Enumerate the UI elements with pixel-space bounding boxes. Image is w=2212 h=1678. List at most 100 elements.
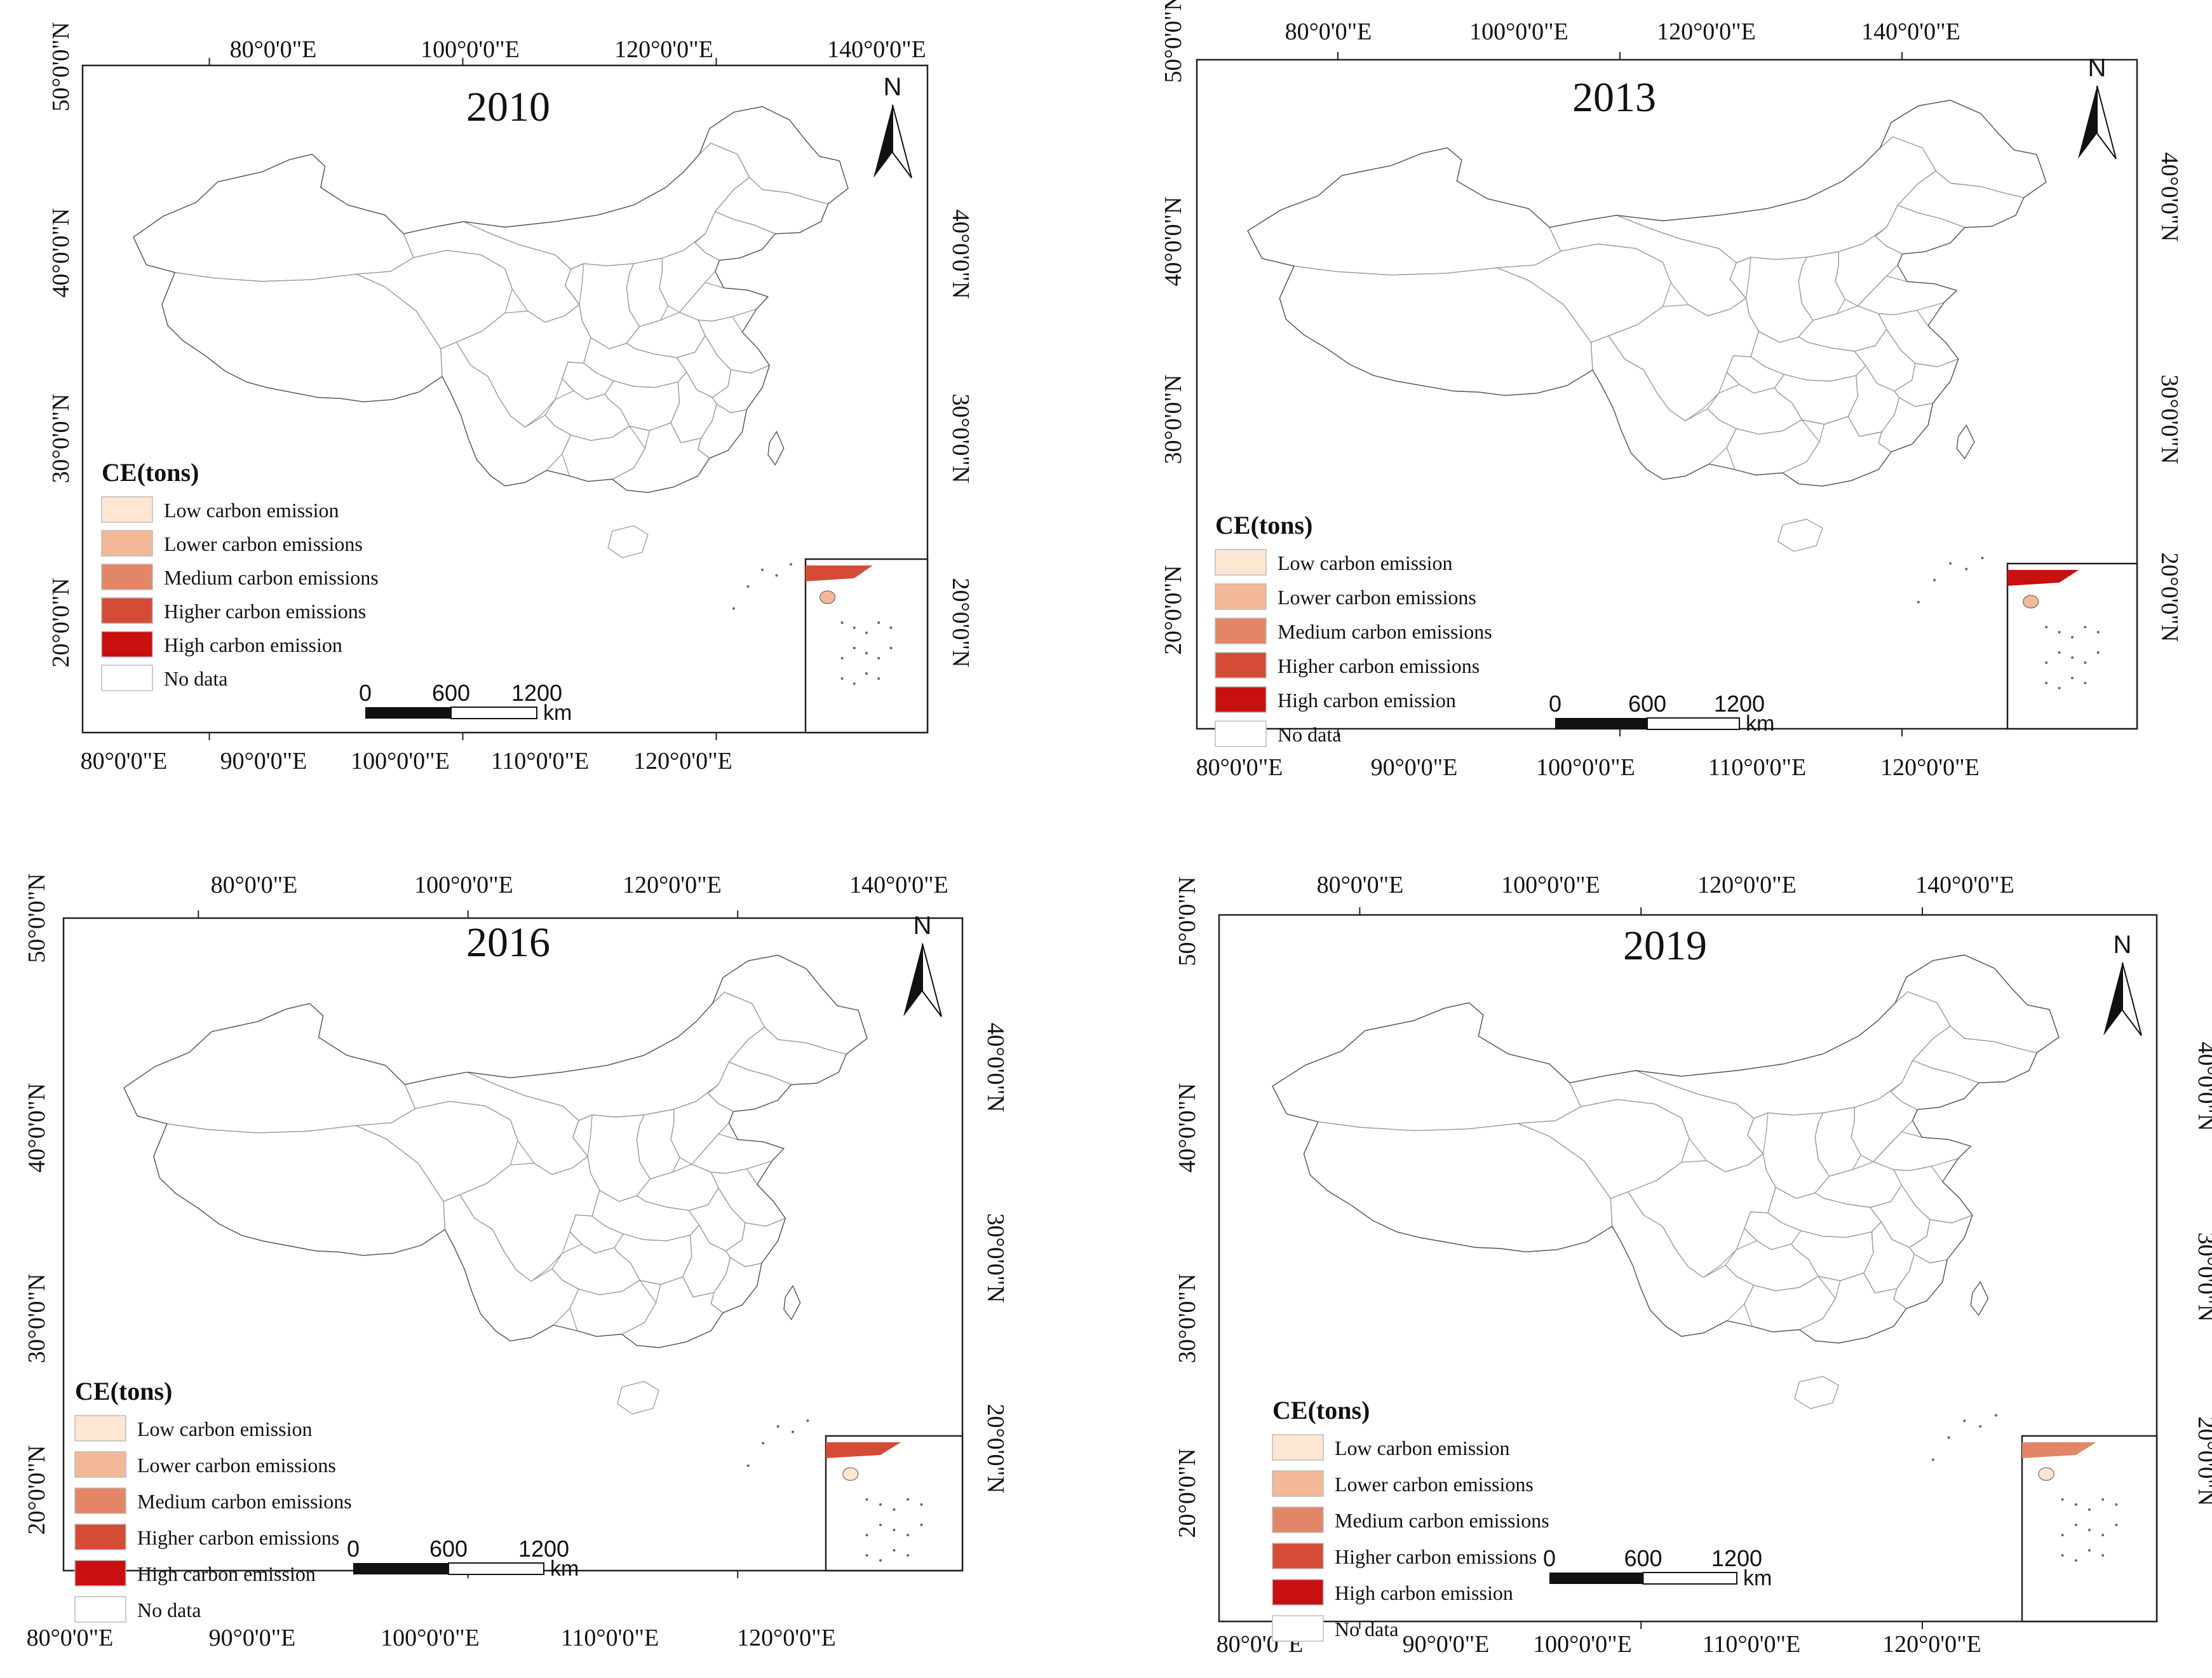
left-latitude-label: 50°0'0"N: [48, 22, 74, 112]
province-hainan: [1794, 1376, 1840, 1409]
inset-island: [2061, 1554, 2064, 1557]
scale-tick-label: 0: [347, 1536, 360, 1562]
scale-tick-label: 0: [1549, 691, 1561, 717]
inset-island: [2096, 631, 2100, 633]
south-china-sea-inset: [2006, 562, 2138, 730]
legend-swatch-higher: [1272, 1543, 1324, 1569]
scale-bar-white: [1647, 717, 1740, 730]
top-longitude-label: 100°0'0"E: [1469, 18, 1568, 45]
taiwan-outline: [1956, 424, 1975, 459]
inset-island: [2074, 1503, 2077, 1506]
legend-swatch-higher: [101, 597, 153, 624]
north-arrow-icon: [922, 943, 942, 1017]
left-latitude-label: 20°0'0"N: [48, 578, 74, 668]
bottom-longitude-label: 110°0'0"E: [491, 748, 589, 775]
right-latitude-label: 40°0'0"N: [2193, 1042, 2212, 1132]
inset-island: [2084, 682, 2087, 684]
taiwan-outline: [1970, 1281, 1989, 1316]
scale-bar-black: [1549, 1573, 1643, 1584]
right-latitude-label: 30°0'0"N: [947, 394, 974, 484]
scale-unit-label: km: [1746, 712, 1774, 736]
inset-island: [853, 626, 856, 629]
left-latitude-label: 40°0'0"N: [24, 1083, 50, 1173]
island-dot: [1981, 557, 1984, 560]
scale-tick-label: 1200: [1711, 1545, 1762, 1571]
inset-island: [2061, 1534, 2064, 1536]
inset-island: [907, 1554, 909, 1557]
legend-swatch-low: [1272, 1434, 1324, 1461]
legend-swatch-medium: [1215, 618, 1267, 644]
inset-island: [2084, 626, 2087, 628]
legend-label-lower: Lower carbon emissions: [1335, 1473, 1534, 1496]
inset-island: [840, 657, 844, 660]
top-longitude-label: 120°0'0"E: [1657, 18, 1756, 45]
legend-label-low: Low carbon emission: [164, 499, 339, 522]
top-longitude-label: 80°0'0"E: [1285, 18, 1372, 45]
island-dot: [806, 1419, 809, 1423]
top-longitude-label: 80°0'0"E: [230, 36, 317, 63]
inset-island: [2074, 1559, 2077, 1562]
scale-tick-label: 0: [1543, 1545, 1556, 1571]
legend-swatch-low: [1215, 549, 1267, 576]
province-hainan: [1777, 518, 1823, 552]
right-latitude-label: 20°0'0"N: [2193, 1417, 2212, 1506]
island-dot: [1933, 579, 1936, 581]
island-dot: [790, 563, 792, 566]
inset-island: [907, 1498, 909, 1501]
legend-label-medium: Medium carbon emissions: [137, 1490, 352, 1513]
legend-swatch-higher: [1215, 652, 1267, 679]
legend-swatch-high: [101, 631, 153, 658]
bottom-longitude-label: 110°0'0"E: [1703, 1631, 1800, 1658]
legend-label-high: High carbon emission: [164, 633, 342, 656]
island-dot: [1949, 562, 1952, 565]
legend-title: CE(tons): [1215, 511, 1312, 539]
legend-swatch-high: [1272, 1579, 1324, 1606]
bottom-longitude-label: 80°0'0"E: [81, 748, 168, 775]
right-latitude-label: 20°0'0"N: [2156, 553, 2183, 642]
legend-swatch-nodata: [1215, 721, 1267, 747]
inset-island: [879, 1503, 882, 1506]
north-arrow-icon: [2122, 962, 2142, 1036]
inset-island: [2045, 661, 2048, 664]
inset-island: [2115, 1524, 2118, 1526]
inset-island: [2096, 651, 2100, 654]
inset-island: [2088, 1508, 2091, 1511]
province-ningxia: [1729, 257, 1751, 299]
legend-label-lower: Lower carbon emissions: [137, 1454, 336, 1477]
legend-swatch-nodata: [74, 1596, 126, 1623]
bottom-longitude-label: 100°0'0"E: [1533, 1631, 1632, 1658]
legend-swatch-lower: [1272, 1470, 1324, 1497]
left-latitude-label: 40°0'0"N: [48, 208, 74, 298]
inset-island: [2071, 677, 2074, 679]
map-panel-2013: 80°0'0"E 100°0'0"E 120°0'0"E 140°0'0"E 80°0'…: [1160, 0, 2183, 781]
legend-label-low: Low carbon emission: [137, 1418, 313, 1440]
inset-hainan: [2038, 1467, 2054, 1481]
island-dot: [792, 1430, 794, 1433]
legend-swatch-high: [74, 1560, 126, 1587]
scale-bar-black: [353, 1563, 448, 1574]
inset-island: [2115, 1503, 2118, 1506]
bottom-longitude-label: 100°0'0"E: [351, 748, 450, 775]
bottom-longitude-label: 120°0'0"E: [633, 748, 732, 775]
left-latitude-label: 40°0'0"N: [1160, 197, 1187, 287]
inset-island: [2058, 687, 2061, 689]
left-latitude-label: 30°0'0"N: [1174, 1274, 1201, 1363]
right-latitude-label: 20°0'0"N: [947, 578, 974, 668]
inset-island: [865, 1554, 868, 1557]
island-dot: [1994, 1414, 1997, 1417]
bottom-longitude-label: 100°0'0"E: [1536, 754, 1635, 781]
province-ningxia: [1747, 1112, 1769, 1154]
taiwan-outline: [767, 430, 785, 466]
north-label: N: [2088, 54, 2107, 82]
scale-tick-label: 600: [432, 680, 470, 706]
map-panel-2016: 80°0'0"E 100°0'0"E 120°0'0"E 140°0'0"E 80°0'…: [24, 872, 1009, 1651]
bottom-longitude-label: 90°0'0"E: [1371, 754, 1458, 781]
scale-bar-black: [365, 707, 451, 719]
inset-island: [2045, 682, 2048, 684]
inset-island: [2084, 661, 2087, 664]
north-label: N: [914, 912, 932, 940]
scale-tick-label: 1200: [511, 680, 562, 706]
left-latitude-label: 30°0'0"N: [24, 1274, 50, 1363]
island-dot: [732, 607, 735, 610]
scale-tick-label: 1200: [1714, 691, 1765, 717]
